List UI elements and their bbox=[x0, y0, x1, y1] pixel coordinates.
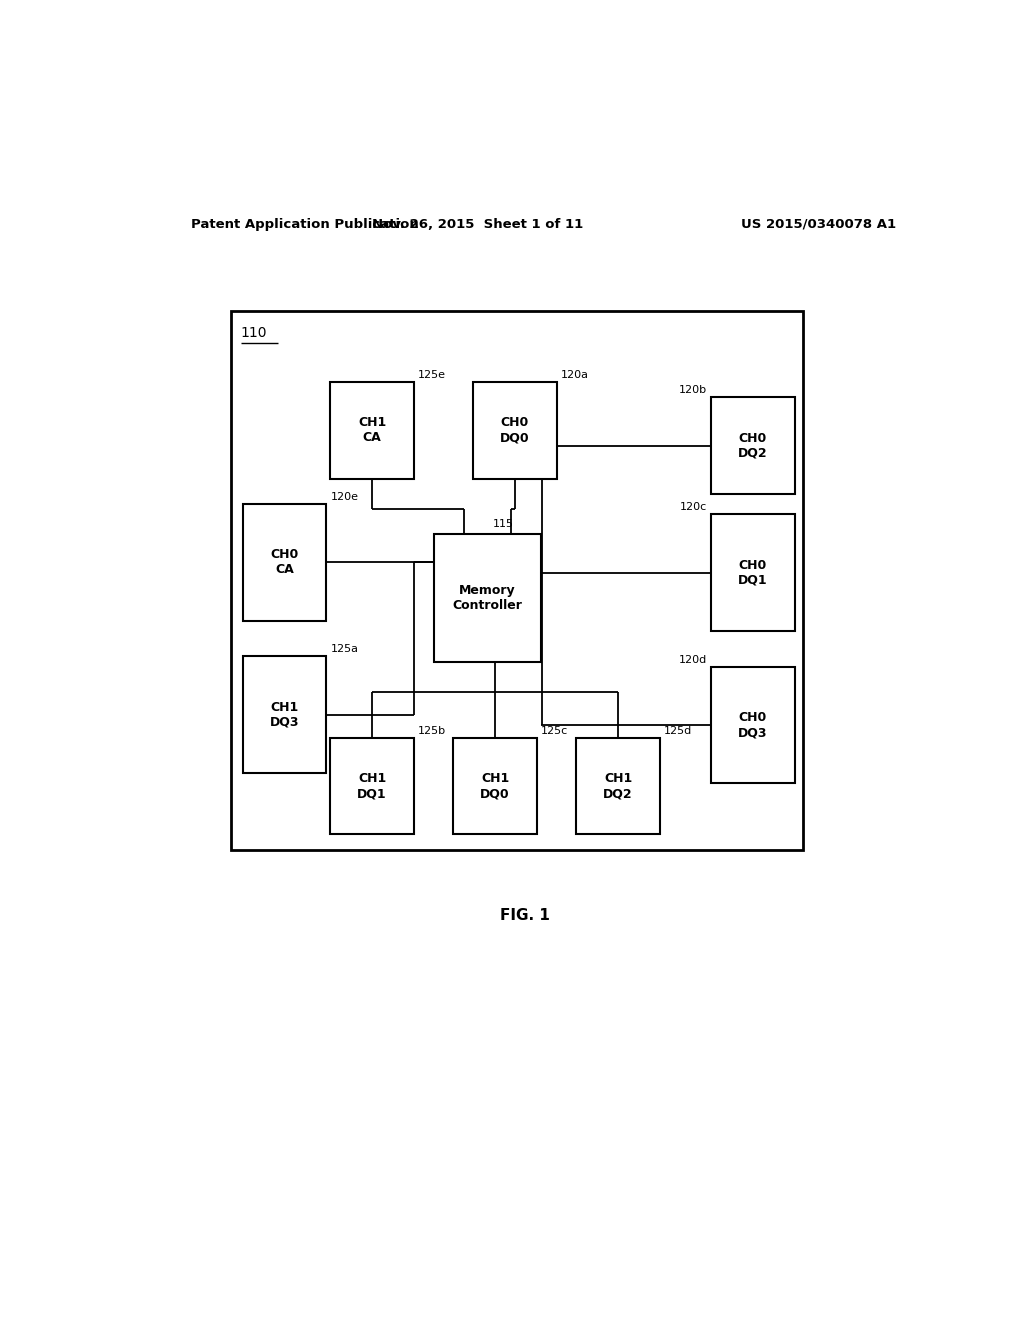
Text: 120b: 120b bbox=[679, 385, 708, 395]
Text: 125e: 125e bbox=[418, 370, 445, 380]
Bar bbox=[331, 381, 414, 479]
Text: CH0
DQ1: CH0 DQ1 bbox=[738, 558, 768, 586]
Bar bbox=[473, 381, 557, 479]
Text: CH0
DQ3: CH0 DQ3 bbox=[738, 711, 768, 739]
Text: US 2015/0340078 A1: US 2015/0340078 A1 bbox=[741, 218, 896, 231]
Bar bbox=[577, 738, 659, 834]
Text: 125a: 125a bbox=[331, 644, 358, 655]
Bar bbox=[231, 312, 803, 850]
Text: CH1
CA: CH1 CA bbox=[358, 416, 386, 445]
Bar bbox=[331, 738, 414, 834]
Text: 125c: 125c bbox=[541, 726, 568, 735]
Bar bbox=[712, 667, 795, 784]
Text: CH0
CA: CH0 CA bbox=[270, 548, 299, 577]
Text: CH1
DQ2: CH1 DQ2 bbox=[603, 772, 633, 800]
Text: Memory
Controller: Memory Controller bbox=[453, 583, 522, 612]
Text: CH0
DQ0: CH0 DQ0 bbox=[500, 416, 529, 445]
Text: Patent Application Publication: Patent Application Publication bbox=[191, 218, 419, 231]
Text: 120c: 120c bbox=[680, 502, 708, 512]
Bar bbox=[454, 738, 537, 834]
Text: 125b: 125b bbox=[418, 726, 445, 735]
Text: CH1
DQ3: CH1 DQ3 bbox=[270, 701, 299, 729]
Text: 120e: 120e bbox=[331, 492, 358, 502]
Text: Nov. 26, 2015  Sheet 1 of 11: Nov. 26, 2015 Sheet 1 of 11 bbox=[372, 218, 583, 231]
Bar bbox=[712, 515, 795, 631]
Text: 115: 115 bbox=[493, 519, 513, 529]
Text: CH1
DQ1: CH1 DQ1 bbox=[357, 772, 387, 800]
Text: 125d: 125d bbox=[664, 726, 692, 735]
Bar bbox=[433, 535, 541, 661]
Text: CH1
DQ0: CH1 DQ0 bbox=[480, 772, 510, 800]
Text: 110: 110 bbox=[241, 326, 267, 341]
Bar bbox=[712, 397, 795, 494]
Text: FIG. 1: FIG. 1 bbox=[500, 908, 550, 923]
Bar bbox=[243, 656, 327, 774]
Bar bbox=[243, 504, 327, 620]
Text: CH0
DQ2: CH0 DQ2 bbox=[738, 432, 768, 459]
Text: 120a: 120a bbox=[560, 370, 589, 380]
Text: 120d: 120d bbox=[679, 655, 708, 664]
